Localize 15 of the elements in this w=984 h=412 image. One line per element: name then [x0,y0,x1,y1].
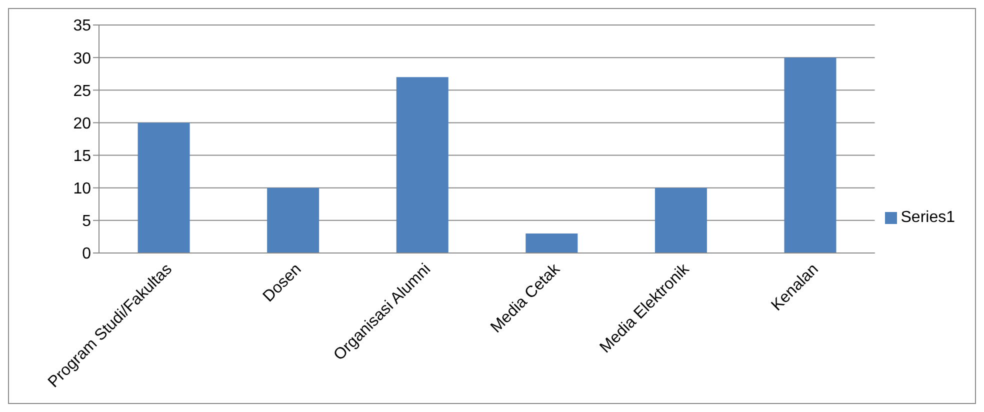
bar [526,233,578,253]
bar [267,188,320,253]
y-tick-label: 25 [73,82,92,100]
y-tick-label: 10 [73,180,92,198]
bar [784,58,836,253]
y-tick-label: 15 [73,148,92,165]
y-tick-label: 35 [73,18,92,35]
y-tick-label: 0 [82,246,92,263]
y-tick-label: 5 [82,213,92,230]
bar [396,77,448,253]
bar [138,122,190,253]
y-tick-label: 30 [73,50,92,68]
bar [654,188,707,253]
y-tick-label: 20 [73,115,92,132]
legend-label: Series1 [900,209,955,226]
